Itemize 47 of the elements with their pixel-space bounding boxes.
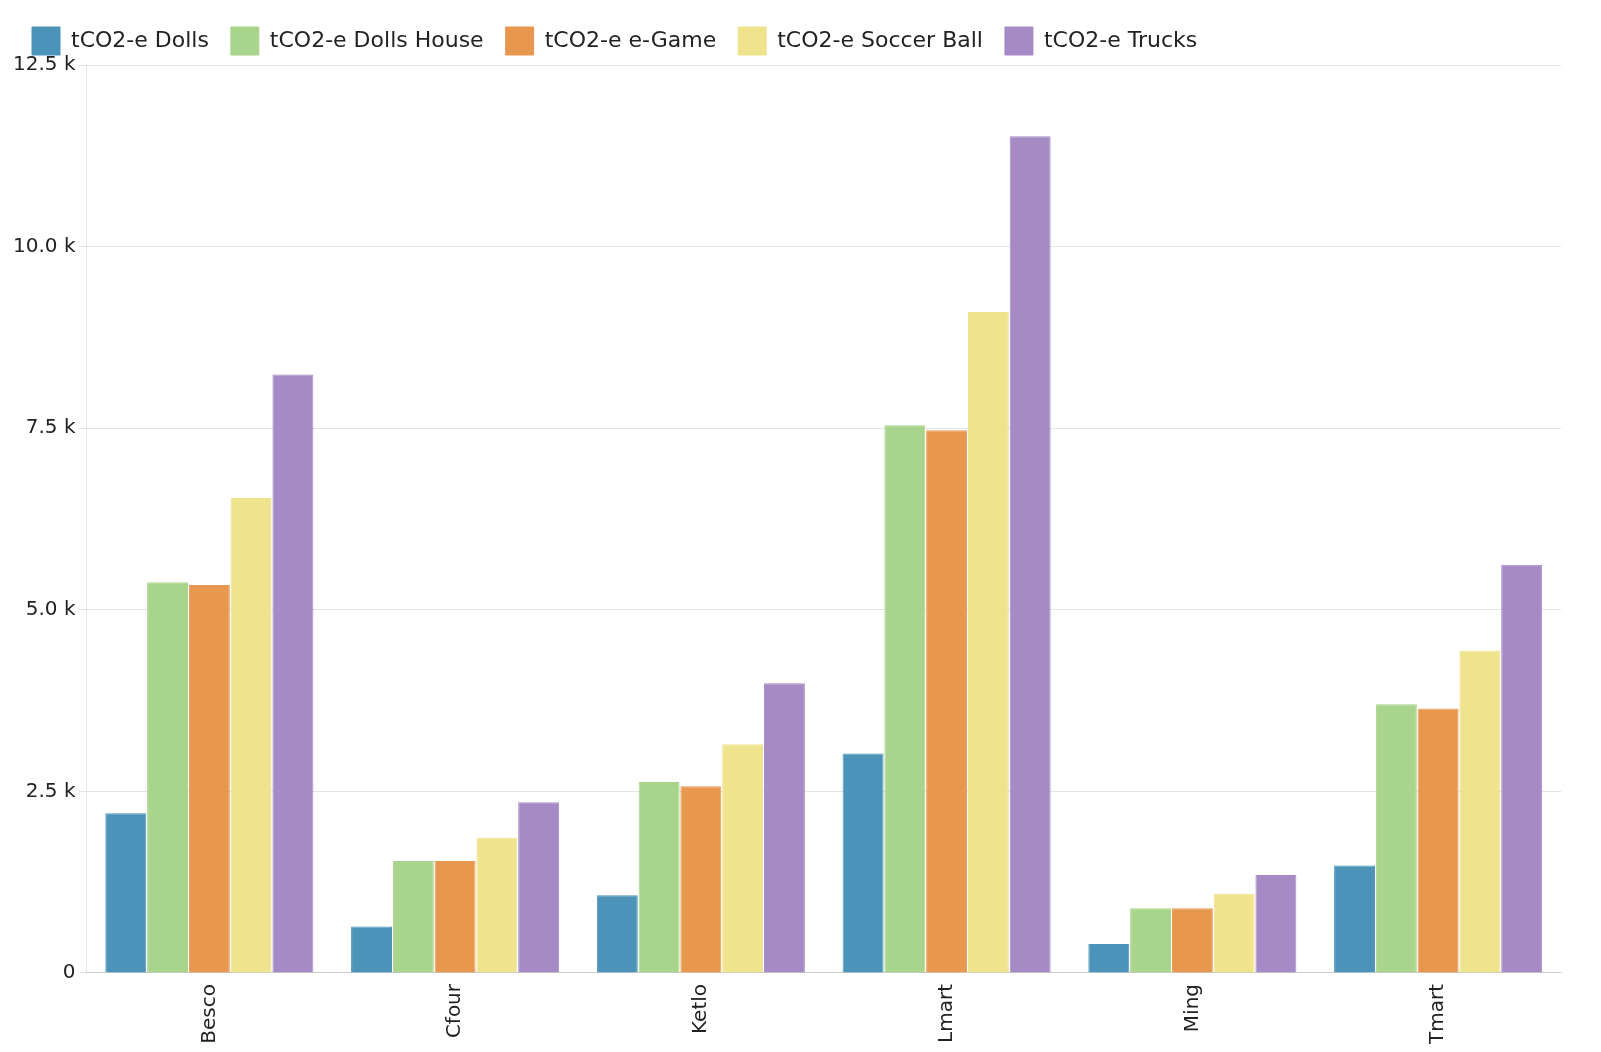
bar: [1130, 908, 1172, 973]
bar: [1501, 564, 1543, 973]
bar: [1213, 893, 1255, 973]
x-tick-label: Cfour: [441, 983, 466, 1039]
bar: [1088, 943, 1130, 973]
legend-label: tCO2-e Trucks: [1043, 26, 1198, 52]
bar: [967, 311, 1009, 973]
bar: [434, 861, 476, 973]
bar: [842, 753, 884, 973]
y-tick-label: 12.5 k: [12, 51, 76, 76]
y-tick-label: 5.0 k: [25, 595, 76, 620]
bar: [680, 786, 722, 973]
bar: [147, 582, 189, 973]
bar: [1009, 136, 1051, 973]
legend-label: tCO2-e Dolls House: [269, 26, 484, 52]
bar: [763, 683, 805, 973]
bar: [1171, 908, 1213, 973]
legend-label: tCO2-e Dolls: [71, 26, 209, 52]
bar: [1417, 708, 1459, 973]
bar: [518, 802, 560, 973]
legend-label: tCO2-e Soccer Ball: [777, 26, 983, 52]
bar: [1334, 865, 1376, 973]
bar: [476, 837, 518, 973]
bar: [722, 744, 764, 973]
x-tick-label: Ketlo: [687, 983, 712, 1035]
bar: [884, 425, 926, 973]
x-tick-label: Lmart: [932, 983, 957, 1043]
x-tick-label: Ming: [1178, 983, 1203, 1033]
y-tick-label: 2.5 k: [25, 777, 76, 802]
bar: [1255, 874, 1297, 973]
bar: [596, 895, 638, 973]
bar: [105, 813, 147, 973]
y-tick-label: 7.5 k: [25, 414, 76, 439]
bar: [638, 781, 680, 973]
bar: [1459, 650, 1501, 973]
bar: [351, 926, 393, 973]
bar: [188, 585, 230, 973]
x-tick-label: Tmart: [1424, 983, 1449, 1046]
bar: [926, 430, 968, 973]
bar: [230, 497, 272, 973]
bar: [392, 861, 434, 973]
x-tick-label: Besco: [195, 983, 220, 1044]
bar: [1375, 704, 1417, 973]
y-tick-label: 0: [62, 959, 76, 984]
bar: [272, 374, 314, 973]
legend-label: tCO2-e e-Game: [544, 26, 717, 52]
y-tick-label: 10.0 k: [12, 232, 76, 257]
